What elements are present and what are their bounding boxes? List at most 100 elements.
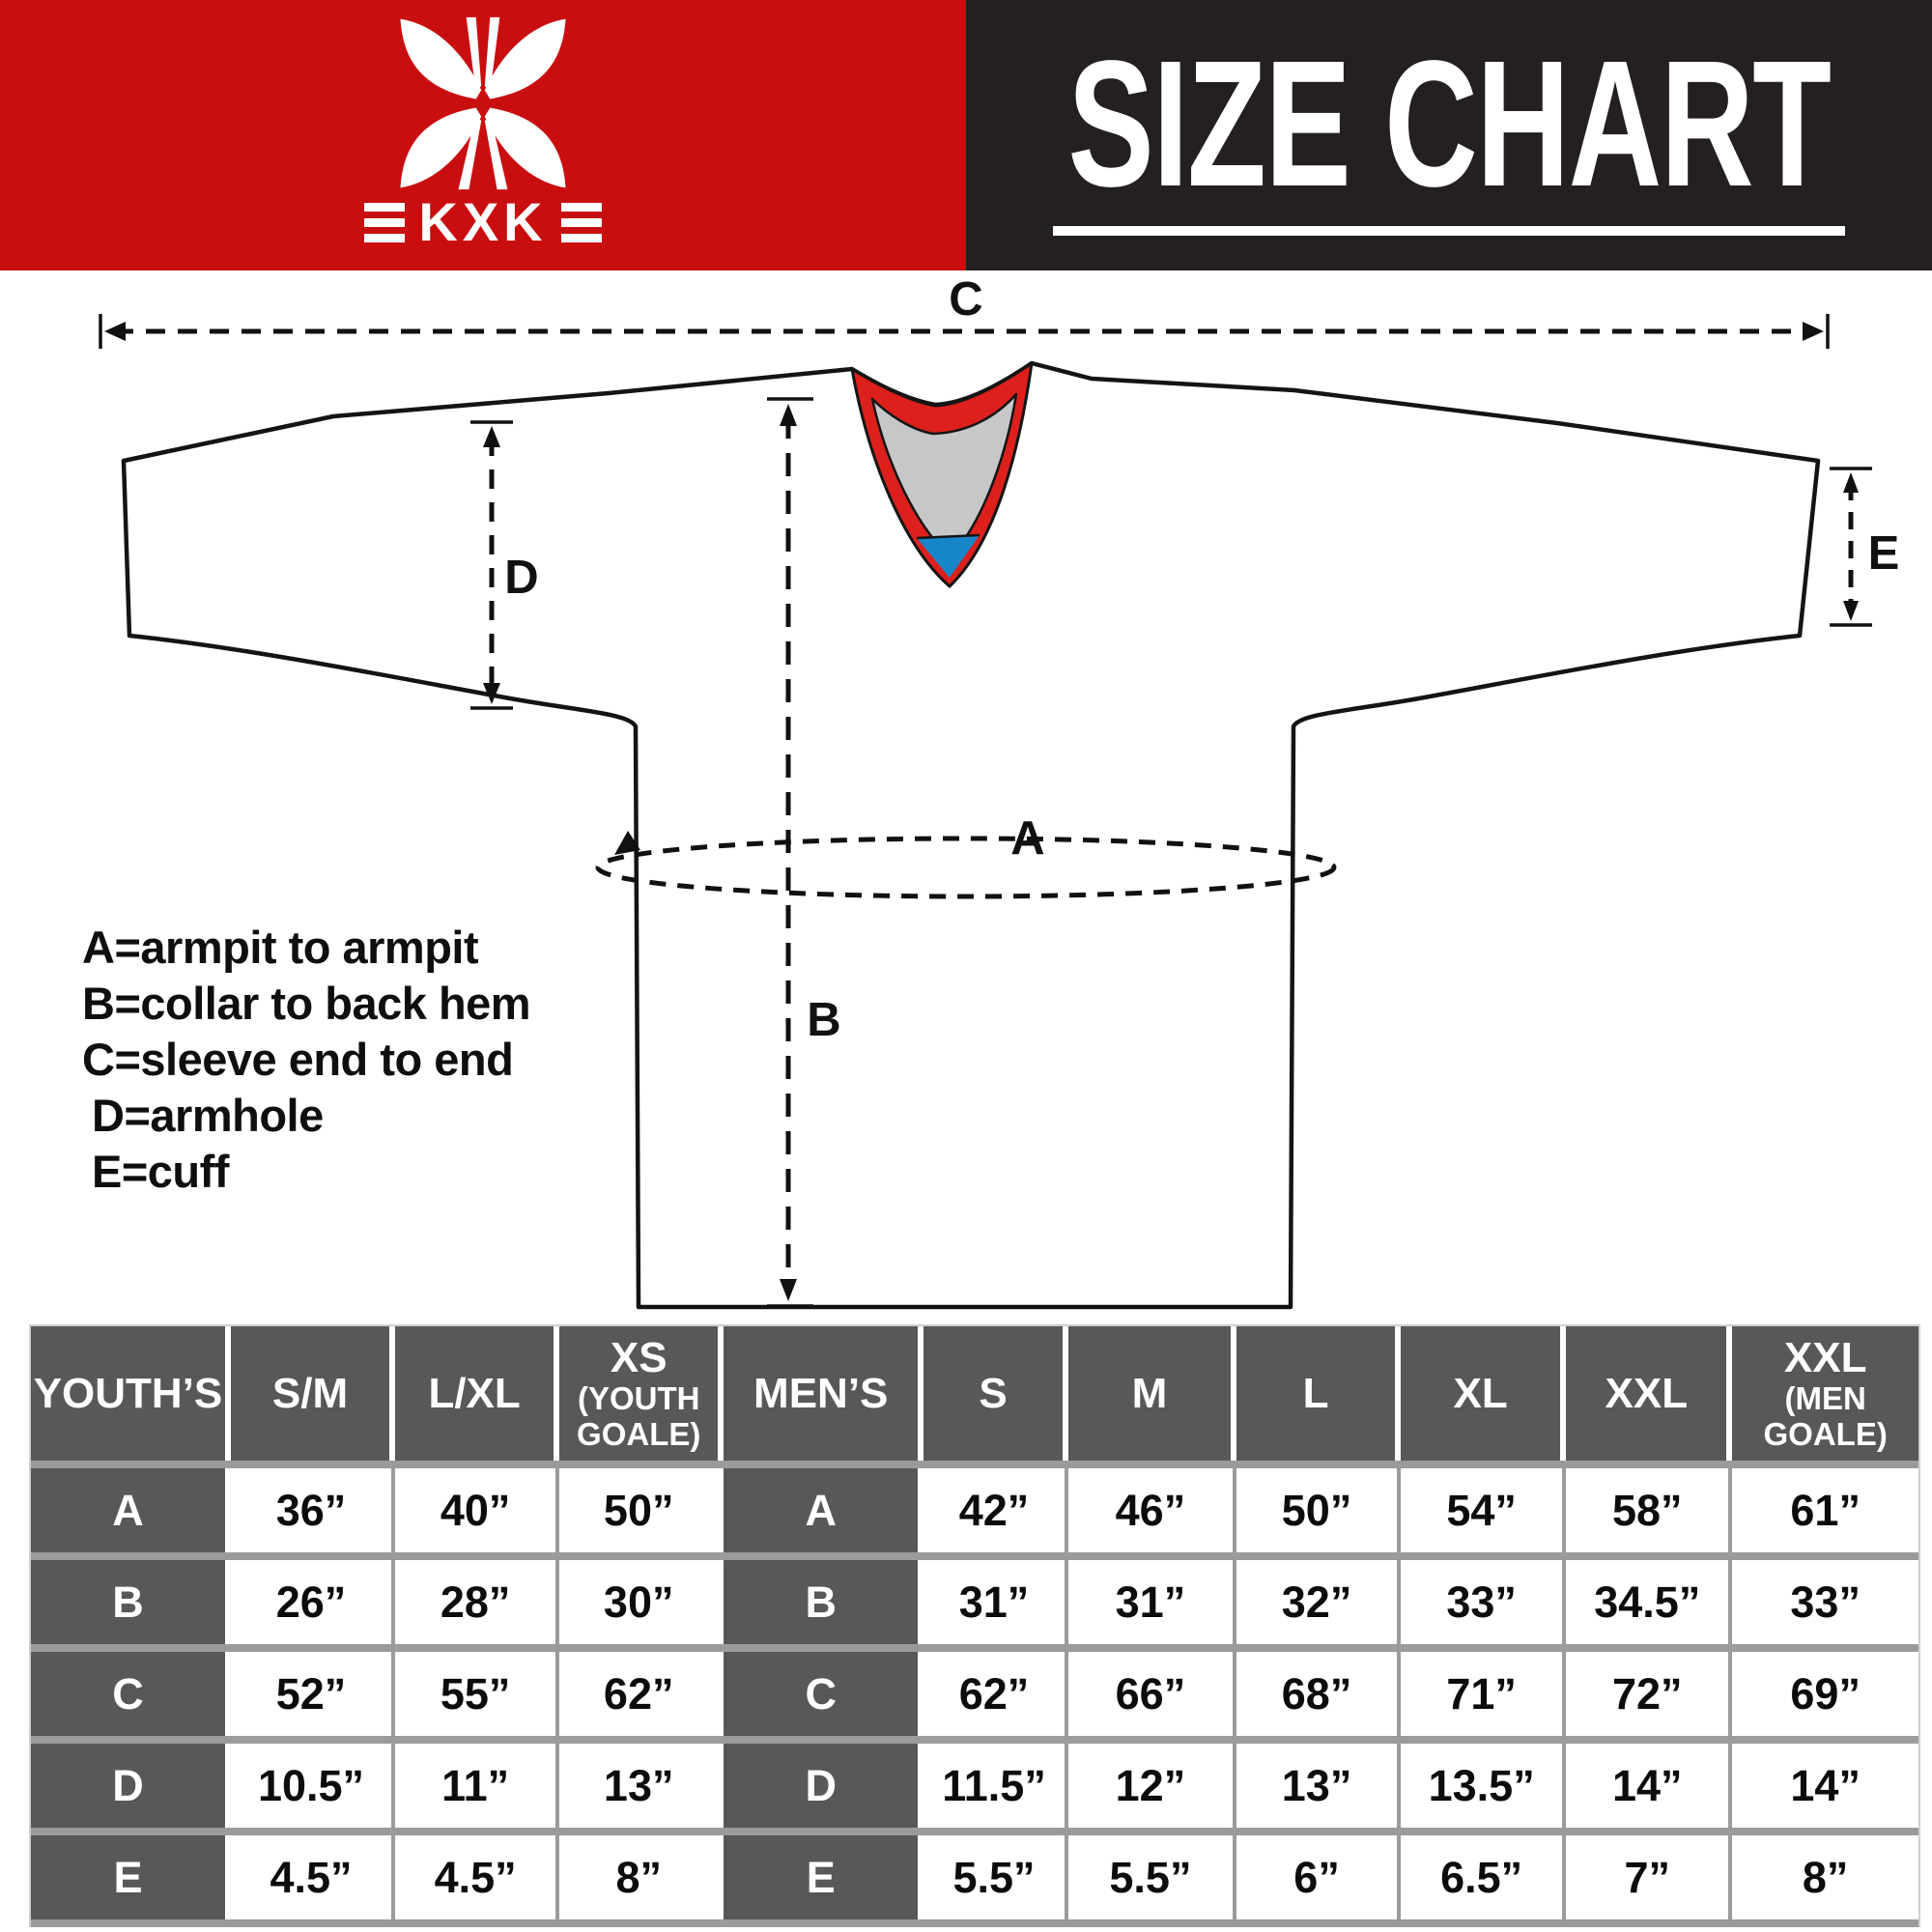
value-cell: 12” (1067, 1744, 1237, 1828)
value-cell: 5.5” (1067, 1835, 1237, 1919)
arrowhead-up-icon (1843, 472, 1859, 493)
value-cell: 50” (559, 1468, 724, 1552)
value-cell: 36” (230, 1468, 396, 1552)
arrowhead-down-icon (1843, 601, 1859, 621)
kxk-logo-text: KXK (418, 191, 548, 252)
collar-insert-edge (916, 533, 980, 540)
value-cell: 30” (559, 1560, 724, 1644)
value-cell: 33” (1732, 1560, 1918, 1644)
value-cell: 7” (1566, 1835, 1733, 1919)
value-cell: 62” (559, 1652, 724, 1736)
value-cell: 4.5” (395, 1835, 560, 1919)
collar-insert (917, 535, 980, 578)
col-header-youths: YOUTH’S (31, 1326, 231, 1461)
value-cell: 54” (1401, 1468, 1567, 1552)
row-label: C (724, 1652, 924, 1736)
value-cell: 66” (1067, 1652, 1237, 1736)
row-label: A (724, 1468, 924, 1552)
value-cell: 62” (923, 1652, 1068, 1736)
row-label: A (31, 1468, 231, 1552)
col-header-mens: MEN’S (724, 1326, 924, 1461)
right-bars-icon (560, 202, 602, 242)
row-label: D (31, 1744, 231, 1828)
col-header-xxl: XXL (1566, 1326, 1733, 1461)
value-cell: 52” (230, 1652, 396, 1736)
col-header-xxl-men-goale: XXL (MEN GOALE) (1732, 1326, 1918, 1461)
table-header-row: YOUTH’S S/M L/XL XS (YOUTH GOALE) MEN’S … (31, 1326, 1918, 1468)
value-cell: 31” (1067, 1560, 1237, 1644)
arrowhead-icon (614, 831, 640, 855)
value-cell: 10.5” (230, 1744, 396, 1828)
measurement-legend: A=armpit to armpit B=collar to back hem … (82, 920, 531, 1200)
value-cell: 32” (1236, 1560, 1402, 1644)
value-cell: 72” (1566, 1652, 1733, 1736)
value-cell: 55” (395, 1652, 560, 1736)
arrowhead-right-icon (1803, 322, 1824, 341)
legend-line-e: E=cuff (92, 1146, 229, 1197)
value-cell: 14” (1732, 1744, 1918, 1828)
row-label: C (31, 1652, 231, 1736)
label-d: D (504, 552, 538, 604)
kxk-wordmark: KXK (364, 191, 602, 252)
table-row: B 26” 28” 30” B 31” 31” 32” 33” 34.5” 33… (31, 1560, 1918, 1652)
value-cell: 6” (1236, 1835, 1402, 1919)
col-header-m: M (1067, 1326, 1237, 1461)
value-cell: 61” (1732, 1468, 1918, 1552)
label-e: E (1868, 527, 1900, 580)
legend-line-a: A=armpit to armpit (82, 922, 479, 973)
table-row: A 36” 40” 50” A 42” 46” 50” 54” 58” 61” (31, 1468, 1918, 1560)
value-cell: 46” (1067, 1468, 1237, 1552)
jersey-measurement-diagram: C D B E A (99, 273, 1900, 1310)
size-table: YOUTH’S S/M L/XL XS (YOUTH GOALE) MEN’S … (29, 1324, 1920, 1927)
value-cell: 26” (230, 1560, 396, 1644)
title-underline (1053, 226, 1845, 236)
label-c: C (949, 273, 982, 326)
value-cell: 13” (1236, 1744, 1402, 1828)
legend-line-b: B=collar to back hem (82, 978, 531, 1029)
col-header-s: S (923, 1326, 1068, 1461)
arrowhead-up-icon (780, 404, 797, 426)
table-row: D 10.5” 11” 13” D 11.5” 12” 13” 13.5” 14… (31, 1744, 1918, 1835)
value-cell: 28” (395, 1560, 560, 1644)
value-cell: 31” (923, 1560, 1068, 1644)
collar-inner (870, 392, 1018, 555)
value-cell: 5.5” (923, 1835, 1068, 1919)
value-cell: 4.5” (230, 1835, 396, 1919)
page-title: SIZE CHART (1067, 24, 1832, 224)
value-cell: 69” (1732, 1652, 1918, 1736)
value-cell: 40” (395, 1468, 560, 1552)
row-label: E (31, 1835, 231, 1919)
row-label: B (31, 1560, 231, 1644)
col-header-lxl: L/XL (395, 1326, 560, 1461)
col-header-sm: S/M (230, 1326, 396, 1461)
value-cell: 8” (559, 1835, 724, 1919)
value-cell: 6.5” (1401, 1835, 1567, 1919)
col-header-l: L (1236, 1326, 1402, 1461)
row-label: E (724, 1835, 924, 1919)
measure-ellipse-a (595, 836, 1337, 899)
kxk-logo-icon (400, 16, 566, 190)
arrowhead-down-icon (780, 1279, 797, 1301)
arrowhead-up-icon (483, 426, 500, 447)
value-cell: 58” (1566, 1468, 1733, 1552)
legend-line-c: C=sleeve end to end (82, 1034, 514, 1085)
value-cell: 33” (1401, 1560, 1567, 1644)
title-banner: SIZE CHART (966, 0, 1932, 270)
table-row: C 52” 55” 62” C 62” 66” 68” 71” 72” 69” (31, 1652, 1918, 1744)
table-row: E 4.5” 4.5” 8” E 5.5” 5.5” 6” 6.5” 7” 8” (31, 1835, 1918, 1927)
value-cell: 14” (1566, 1744, 1733, 1828)
arrowhead-down-icon (483, 683, 500, 704)
value-cell: 68” (1236, 1652, 1402, 1736)
col-header-xl: XL (1401, 1326, 1567, 1461)
arrowhead-left-icon (104, 322, 126, 341)
row-label: B (724, 1560, 924, 1644)
value-cell: 50” (1236, 1468, 1402, 1552)
row-label: D (724, 1744, 924, 1828)
legend-line-d: D=armhole (92, 1090, 324, 1141)
value-cell: 13.5” (1401, 1744, 1567, 1828)
value-cell: 11” (395, 1744, 560, 1828)
value-cell: 11.5” (923, 1744, 1068, 1828)
label-b: B (807, 994, 840, 1046)
brand-banner: KXK (0, 0, 966, 270)
